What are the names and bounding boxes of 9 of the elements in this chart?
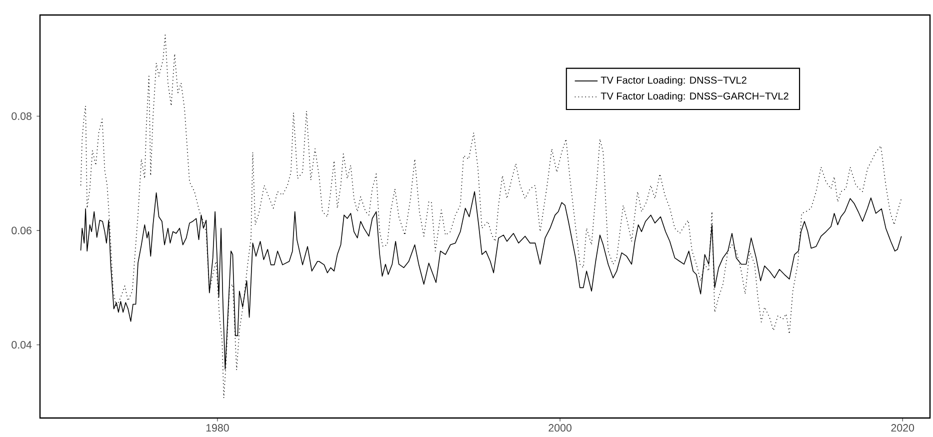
y-tick-label: 0.08 <box>12 112 32 120</box>
legend-label: TV Factor Loading: DNSS−TVL2 <box>600 76 746 86</box>
y-tick-label: 0.06 <box>12 226 32 234</box>
line-series <box>80 34 902 398</box>
y-tick-label: 0.04 <box>12 341 32 349</box>
x-tick-label: 2020 <box>891 424 914 432</box>
x-tick-label: 2000 <box>548 424 572 432</box>
x-tick-label: 1980 <box>206 424 229 432</box>
legend-label: TV Factor Loading: DNSS−GARCH−TVL2 <box>600 92 788 102</box>
